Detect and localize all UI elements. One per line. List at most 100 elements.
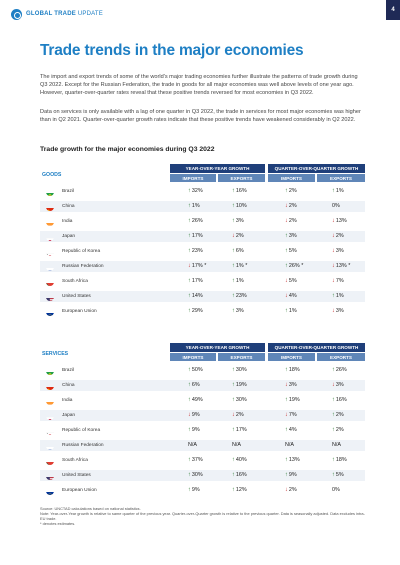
arrow-up-icon: ↑ [188, 382, 191, 388]
growth-value: ↑5% [285, 248, 297, 254]
table-row: European Union ↑9% ↑12% ↓2% 0% [40, 485, 365, 496]
russia-flag-icon [46, 442, 54, 450]
brazil-flag-icon [46, 188, 54, 196]
table-title: Trade growth for the major economies dur… [40, 146, 215, 153]
arrow-down-icon: ↓ [332, 263, 335, 269]
arrow-down-icon: ↓ [232, 233, 235, 239]
growth-value-text: 26% [335, 367, 347, 373]
growth-value: N/A [188, 442, 197, 448]
arrow-down-icon: ↓ [285, 487, 288, 493]
arrow-up-icon: ↑ [232, 203, 235, 209]
table-row: Russian Federation N/A N/A N/A N/A [40, 440, 365, 451]
growth-value-text: 6% [235, 248, 244, 254]
country-name: Russian Federation [62, 442, 104, 448]
arrow-up-icon: ↑ [285, 457, 288, 463]
growth-value: ↑23% [232, 293, 247, 299]
growth-value-text: 16% [335, 397, 347, 403]
growth-value-text: 26% [191, 218, 203, 224]
arrow-up-icon: ↑ [332, 472, 335, 478]
growth-value-text: 9% [288, 472, 297, 478]
china-flag-icon [46, 382, 54, 390]
arrow-up-icon: ↑ [232, 188, 235, 194]
growth-value: ↑13% [285, 457, 300, 463]
growth-value-text: 29% [191, 308, 203, 314]
korea-flag-icon [46, 248, 54, 256]
country-name: United States [62, 293, 91, 299]
growth-value: ↓4% [285, 293, 297, 299]
growth-value: ↑9% [285, 472, 297, 478]
growth-value: ↑3% [232, 308, 244, 314]
imports-column-header: IMPORTS [268, 174, 315, 182]
growth-value-text: 50% [191, 367, 203, 373]
yoy-header: YEAR-OVER-YEAR GROWTH [170, 164, 265, 173]
arrow-up-icon: ↑ [188, 248, 191, 254]
growth-value-text: 19% [288, 397, 300, 403]
growth-value-text: 1% * [235, 263, 248, 269]
growth-value-text: 2% [235, 233, 244, 239]
growth-value-text: 3% [288, 233, 297, 239]
yoy-header: YEAR-OVER-YEAR GROWTH [170, 343, 265, 352]
korea-flag-icon [46, 427, 54, 435]
growth-value: ↓3% [285, 382, 297, 388]
eu-flag-icon [46, 487, 54, 495]
growth-value-text: 30% [191, 472, 203, 478]
growth-value-text: 17% [191, 278, 203, 284]
growth-value-text: 13% [288, 457, 300, 463]
growth-value: ↑1% [188, 203, 200, 209]
growth-value: N/A [285, 442, 294, 448]
growth-value-text: 0% [332, 203, 340, 209]
growth-value: ↑30% [232, 397, 247, 403]
table-row: Japan ↑17% ↓2% ↑3% ↓2% [40, 231, 365, 242]
growth-value-text: 2% [235, 412, 244, 418]
arrow-up-icon: ↑ [285, 367, 288, 373]
country-name: Brazil [62, 188, 74, 194]
arrow-up-icon: ↑ [332, 457, 335, 463]
growth-value-text: 32% [191, 188, 203, 194]
growth-value-text: 4% [288, 427, 297, 433]
table-row: Republic of Korea ↑23% ↑6% ↑5% ↓3% [40, 246, 365, 257]
growth-value: ↑14% [188, 293, 203, 299]
arrow-up-icon: ↑ [332, 188, 335, 194]
qoq-header: QUARTER-OVER-QUARTER GROWTH [268, 164, 365, 173]
growth-value: N/A [332, 442, 341, 448]
growth-value-text: 17% [235, 427, 247, 433]
growth-value-text: N/A [332, 442, 341, 448]
arrow-up-icon: ↑ [232, 457, 235, 463]
header-title: GLOBAL TRADE UPDATE [26, 11, 103, 17]
exports-column-header: EXPORTS [218, 174, 265, 182]
arrow-down-icon: ↓ [332, 248, 335, 254]
country-name: European Union [62, 487, 97, 493]
growth-value: ↑12% [232, 487, 247, 493]
arrow-up-icon: ↑ [285, 427, 288, 433]
growth-value: ↓2% [332, 233, 344, 239]
growth-value-text: 18% [288, 367, 300, 373]
growth-value: ↓3% [332, 382, 344, 388]
growth-value: ↑16% [232, 188, 247, 194]
services-section-label: SERVICES [42, 351, 69, 357]
growth-value: ↑9% [188, 427, 200, 433]
growth-value: ↓13% [332, 218, 347, 224]
growth-value-text: 1% [288, 308, 297, 314]
country-name: Japan [62, 412, 76, 418]
growth-value: ↑2% [285, 188, 297, 194]
country-name: South Africa [62, 278, 88, 284]
growth-value-text: 40% [235, 457, 247, 463]
table-row: Japan ↓9% ↓2% ↓7% ↑2% [40, 410, 365, 421]
arrow-up-icon: ↑ [188, 218, 191, 224]
country-name: Republic of Korea [62, 248, 101, 254]
imports-column-header: IMPORTS [170, 174, 216, 182]
table-row: India ↑49% ↑30% ↑19% ↑16% [40, 395, 365, 406]
growth-value-text: 23% [235, 293, 247, 299]
growth-value: ↑5% [332, 472, 344, 478]
growth-value: ↓13% * [332, 263, 350, 269]
growth-value: ↑40% [232, 457, 247, 463]
intro-paragraph: The import and export trends of some of … [40, 74, 358, 96]
arrow-up-icon: ↑ [332, 427, 335, 433]
arrow-down-icon: ↓ [332, 278, 335, 284]
growth-value: ↓5% [285, 278, 297, 284]
growth-value: ↓2% [285, 487, 297, 493]
growth-value-text: 2% [288, 487, 297, 493]
arrow-up-icon: ↑ [188, 487, 191, 493]
china-flag-icon [46, 203, 54, 211]
arrow-up-icon: ↑ [285, 263, 288, 269]
